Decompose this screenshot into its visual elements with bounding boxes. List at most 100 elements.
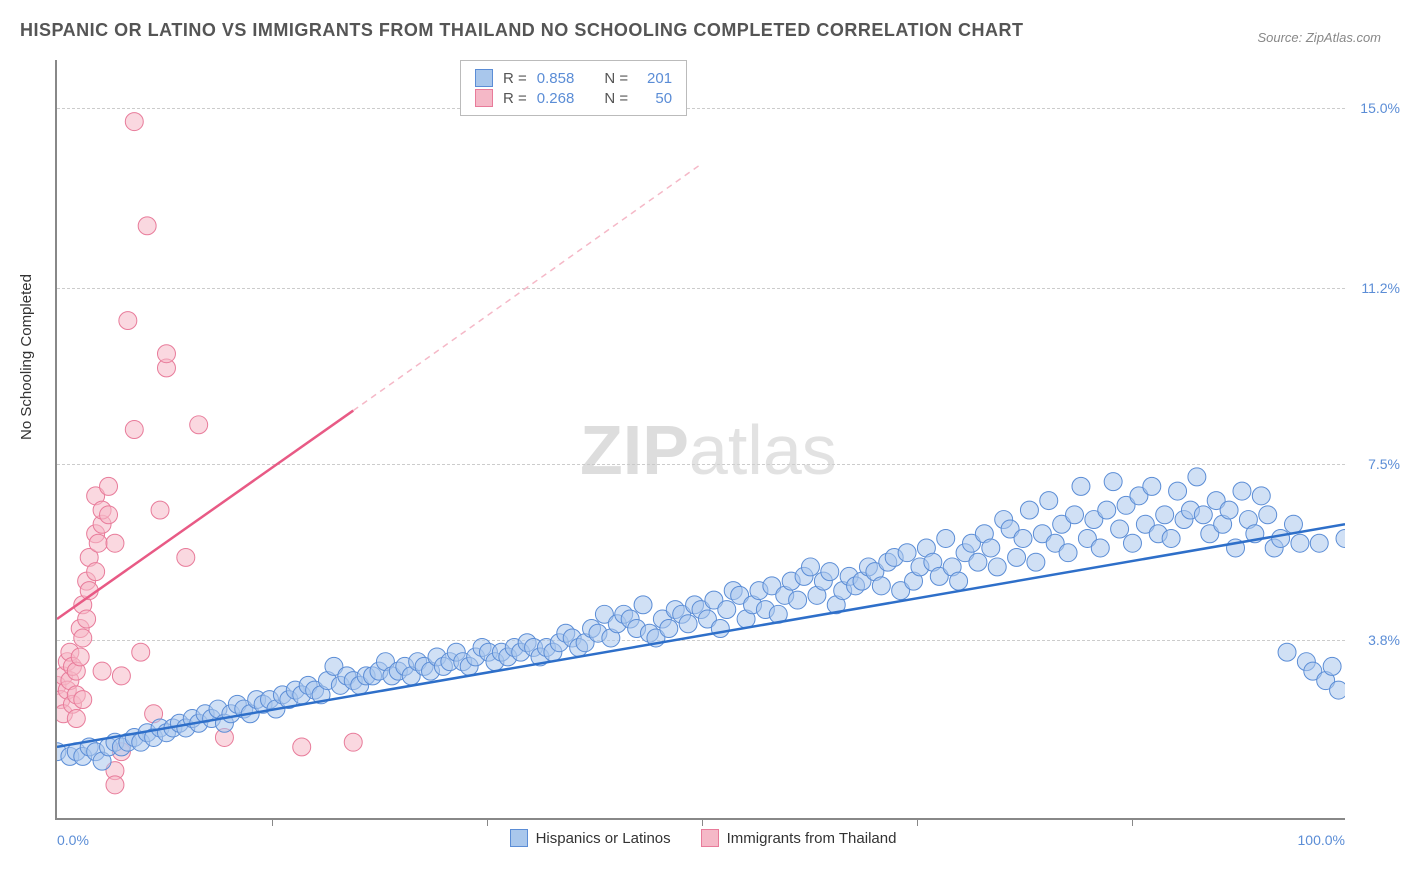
data-point bbox=[937, 530, 955, 548]
data-point bbox=[1278, 643, 1296, 661]
data-point bbox=[1336, 530, 1345, 548]
legend-row: R = 0.858 N = 201 bbox=[475, 69, 672, 87]
x-tick bbox=[272, 818, 273, 826]
legend-swatch bbox=[510, 829, 528, 847]
data-point bbox=[679, 615, 697, 633]
data-point bbox=[112, 667, 130, 685]
data-point bbox=[801, 558, 819, 576]
data-point bbox=[1072, 477, 1090, 495]
data-point bbox=[67, 710, 85, 728]
data-point bbox=[1310, 534, 1328, 552]
data-point bbox=[1020, 501, 1038, 519]
data-point bbox=[872, 577, 890, 595]
data-point bbox=[93, 662, 111, 680]
trend-line bbox=[57, 524, 1345, 747]
data-point bbox=[1156, 506, 1174, 524]
data-point bbox=[1098, 501, 1116, 519]
data-point bbox=[1272, 530, 1290, 548]
data-point bbox=[1104, 473, 1122, 491]
data-point bbox=[1014, 530, 1032, 548]
data-point bbox=[132, 643, 150, 661]
data-point bbox=[293, 738, 311, 756]
data-point bbox=[1162, 530, 1180, 548]
data-point bbox=[1220, 501, 1238, 519]
x-tick bbox=[1132, 818, 1133, 826]
scatter-svg bbox=[57, 60, 1345, 818]
data-point bbox=[78, 610, 96, 628]
data-point bbox=[1008, 548, 1026, 566]
data-point bbox=[1066, 506, 1084, 524]
legend-r-label: R = bbox=[503, 70, 527, 87]
data-point bbox=[190, 416, 208, 434]
data-point bbox=[1143, 477, 1161, 495]
data-point bbox=[344, 733, 362, 751]
legend-r-value: 0.268 bbox=[537, 90, 575, 107]
x-tick bbox=[487, 818, 488, 826]
y-axis-label: No Schooling Completed bbox=[18, 274, 35, 440]
data-point bbox=[71, 648, 89, 666]
legend-swatch bbox=[475, 69, 493, 87]
data-point bbox=[1040, 492, 1058, 510]
x-tick bbox=[917, 818, 918, 826]
trend-line bbox=[353, 164, 701, 410]
legend-row: R = 0.268 N = 50 bbox=[475, 89, 672, 107]
data-point bbox=[1291, 534, 1309, 552]
data-point bbox=[1233, 482, 1251, 500]
data-point bbox=[138, 217, 156, 235]
data-point bbox=[711, 620, 729, 638]
data-point bbox=[89, 534, 107, 552]
data-point bbox=[100, 477, 118, 495]
data-point bbox=[1194, 506, 1212, 524]
data-point bbox=[1330, 681, 1345, 699]
legend-series: Hispanics or Latinos Immigrants from Thai… bbox=[0, 829, 1406, 847]
data-point bbox=[1059, 544, 1077, 562]
legend-r-label: R = bbox=[503, 90, 527, 107]
legend-correlation: R = 0.858 N = 201 R = 0.268 N = 50 bbox=[460, 60, 687, 116]
y-tick-label: 11.2% bbox=[1361, 280, 1400, 296]
data-point bbox=[1284, 515, 1302, 533]
legend-n-label: N = bbox=[604, 90, 628, 107]
data-point bbox=[100, 506, 118, 524]
y-tick-label: 15.0% bbox=[1360, 100, 1400, 116]
data-point bbox=[1259, 506, 1277, 524]
data-point bbox=[1091, 539, 1109, 557]
data-point bbox=[106, 776, 124, 794]
data-point bbox=[982, 539, 1000, 557]
data-point bbox=[789, 591, 807, 609]
legend-swatch bbox=[475, 89, 493, 107]
data-point bbox=[821, 563, 839, 581]
chart-title: HISPANIC OR LATINO VS IMMIGRANTS FROM TH… bbox=[20, 20, 1023, 41]
legend-r-value: 0.858 bbox=[537, 70, 575, 87]
legend-n-value: 50 bbox=[638, 90, 672, 107]
y-tick-label: 3.8% bbox=[1368, 632, 1400, 648]
data-point bbox=[74, 691, 92, 709]
legend-label: Hispanics or Latinos bbox=[536, 830, 671, 847]
data-point bbox=[119, 312, 137, 330]
data-point bbox=[106, 534, 124, 552]
legend-n-label: N = bbox=[604, 70, 628, 87]
legend-item: Hispanics or Latinos bbox=[510, 829, 671, 847]
data-point bbox=[1323, 657, 1341, 675]
data-point bbox=[718, 601, 736, 619]
data-point bbox=[1111, 520, 1129, 538]
source-label: Source: ZipAtlas.com bbox=[1257, 30, 1381, 45]
legend-swatch bbox=[701, 829, 719, 847]
data-point bbox=[177, 548, 195, 566]
data-point bbox=[74, 629, 92, 647]
data-point bbox=[125, 421, 143, 439]
data-point bbox=[1027, 553, 1045, 571]
data-point bbox=[1169, 482, 1187, 500]
legend-n-value: 201 bbox=[638, 70, 672, 87]
data-point bbox=[125, 113, 143, 131]
data-point bbox=[87, 563, 105, 581]
data-point bbox=[898, 544, 916, 562]
data-point bbox=[660, 620, 678, 638]
data-point bbox=[634, 596, 652, 614]
data-point bbox=[157, 345, 175, 363]
data-point bbox=[1188, 468, 1206, 486]
data-point bbox=[950, 572, 968, 590]
legend-item: Immigrants from Thailand bbox=[701, 829, 897, 847]
data-point bbox=[1252, 487, 1270, 505]
data-point bbox=[969, 553, 987, 571]
plot-area: 3.8%7.5%11.2%15.0%0.0%100.0% bbox=[55, 60, 1345, 820]
